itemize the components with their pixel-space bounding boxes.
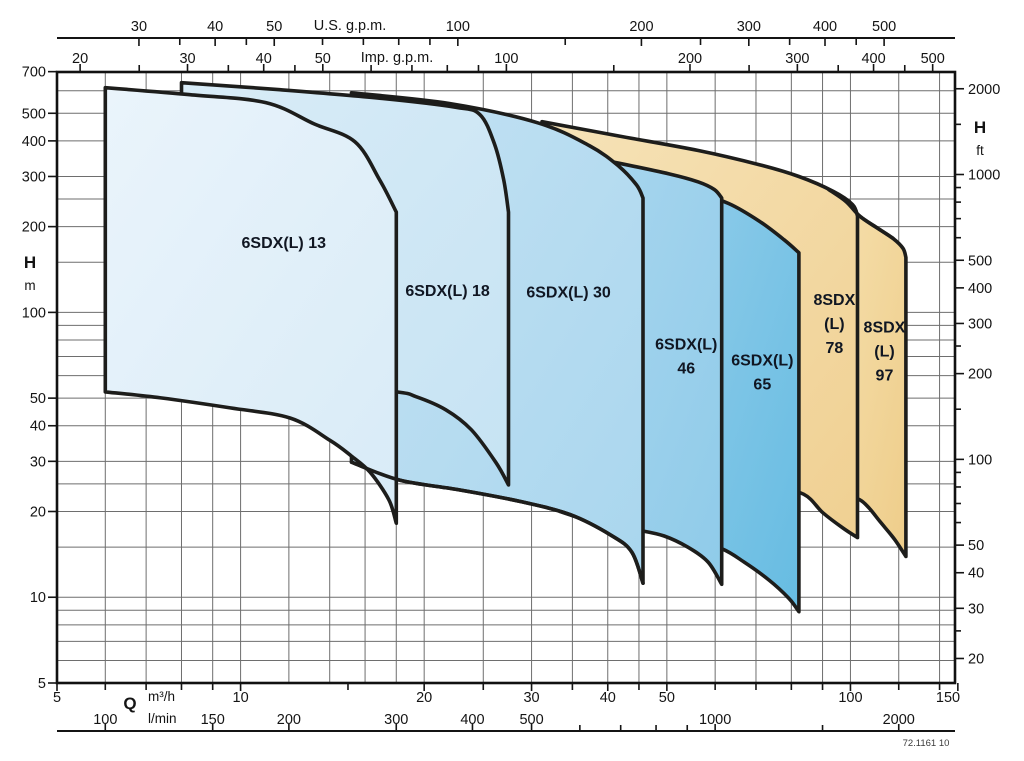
lmin-tick-label: 100 <box>93 712 117 728</box>
imp-gpm-axis-title: Imp. g.p.m. <box>361 50 434 66</box>
overlay-curve <box>826 187 895 241</box>
pump-label-8sdx-l-97: 8SDX <box>864 319 906 336</box>
h-m-tick-label: 40 <box>30 419 46 435</box>
envelope-6sdx-l-13 <box>103 85 399 525</box>
h-ft-tick-label: 2000 <box>968 82 1000 98</box>
h-ft-tick-label: 1000 <box>968 168 1000 184</box>
h-ft-tick-label: 30 <box>968 601 984 617</box>
us-gpm-tick-label: 300 <box>737 19 761 35</box>
us-gpm-tick-label: 50 <box>266 19 282 35</box>
h-ft-tick-label: 200 <box>968 367 992 383</box>
pump-label-8sdx-l-78: 8SDX <box>813 292 855 309</box>
lmin-tick-label: 300 <box>384 712 408 728</box>
h-m-tick-label: 300 <box>22 169 46 185</box>
flow-axis-letter: Q <box>123 694 136 713</box>
h-m-tick-label: 200 <box>22 220 46 236</box>
us-gpm-tick-label: 100 <box>446 19 470 35</box>
pump-label-8sdx-l-78: (L) <box>824 316 844 333</box>
flow-axis-unit-m3h: m³/h <box>148 689 175 704</box>
pump-label-6sdx-l-46: 6SDX(L) <box>655 337 717 354</box>
m3h-tick-label: 5 <box>53 690 61 706</box>
imp-gpm-tick-label: 200 <box>678 51 702 67</box>
imp-gpm-tick-label: 50 <box>315 51 331 67</box>
imp-gpm-tick-label: 500 <box>921 51 945 67</box>
h-ft-tick-label: 20 <box>968 651 984 667</box>
imp-gpm-tick-label: 100 <box>494 51 518 67</box>
pump-label-8sdx-l-78: 78 <box>825 340 843 357</box>
lmin-tick-label: 150 <box>201 712 225 728</box>
pump-label-6sdx-l-13: 6SDX(L) 13 <box>242 235 327 252</box>
h-m-tick-label: 5 <box>38 676 46 692</box>
h-ft-tick-label: 40 <box>968 566 984 582</box>
lmin-tick-label: 400 <box>460 712 484 728</box>
right-axis-unit: ft <box>976 143 984 158</box>
h-m-tick-label: 100 <box>22 305 46 321</box>
us-gpm-tick-label: 200 <box>629 19 653 35</box>
m3h-tick-label: 50 <box>659 690 675 706</box>
m3h-tick-label: 10 <box>233 690 249 706</box>
document-code: 72.1161 10 <box>903 738 950 749</box>
imp-gpm-tick-label: 300 <box>785 51 809 67</box>
m3h-tick-label: 100 <box>838 690 862 706</box>
h-ft-tick-label: 500 <box>968 253 992 269</box>
lmin-tick-label: 1000 <box>699 712 731 728</box>
h-ft-tick-label: 100 <box>968 452 992 468</box>
pump-label-6sdx-l-18: 6SDX(L) 18 <box>405 283 490 300</box>
h-ft-tick-label: 400 <box>968 281 992 297</box>
h-m-tick-label: 500 <box>22 106 46 122</box>
flow-axis-unit-lmin: l/min <box>148 711 177 726</box>
pump-label-6sdx-l-46: 46 <box>677 361 695 378</box>
m3h-tick-label: 20 <box>416 690 432 706</box>
right-axis-letter: H <box>974 118 986 137</box>
pump-label-8sdx-l-97: 97 <box>876 367 894 384</box>
lmin-tick-label: 500 <box>519 712 543 728</box>
imp-gpm-tick-label: 30 <box>179 51 195 67</box>
imp-gpm-tick-label: 40 <box>256 51 272 67</box>
h-ft-tick-label: 300 <box>968 316 992 332</box>
overlay-curve <box>349 460 645 585</box>
h-m-tick-label: 700 <box>22 65 46 81</box>
left-axis-unit: m <box>24 278 35 293</box>
imp-gpm-tick-label: 400 <box>861 51 885 67</box>
us-gpm-tick-label: 30 <box>131 19 147 35</box>
pump-labels: 8SDX (L) 97 8SDX (L) 78 6SDX(L) 65 6SDX(L) 46 6SDX… <box>242 235 906 393</box>
us-gpm-tick-label: 400 <box>813 19 837 35</box>
us-gpm-axis-title: U.S. g.p.m. <box>314 18 387 34</box>
pump-label-6sdx-l-65: 65 <box>753 377 771 394</box>
h-m-tick-label: 10 <box>30 590 46 606</box>
imp-gpm-tick-label: 20 <box>72 51 88 67</box>
pump-label-6sdx-l-30: 6SDX(L) 30 <box>526 284 611 301</box>
lmin-tick-label: 200 <box>277 712 301 728</box>
h-ft-tick-label: 50 <box>968 538 984 554</box>
h-m-tick-label: 400 <box>22 134 46 150</box>
pump-envelopes <box>103 80 908 614</box>
m3h-tick-label: 150 <box>936 690 960 706</box>
pump-label-6sdx-l-65: 6SDX(L) <box>731 353 793 370</box>
m3h-tick-label: 30 <box>523 690 539 706</box>
h-m-tick-label: 50 <box>30 391 46 407</box>
pump-label-8sdx-l-97: (L) <box>874 343 894 360</box>
us-gpm-tick-label: 500 <box>872 19 896 35</box>
h-m-tick-label: 20 <box>30 504 46 520</box>
m3h-tick-label: 40 <box>600 690 616 706</box>
h-m-tick-label: 30 <box>30 454 46 470</box>
us-gpm-tick-label: 40 <box>207 19 223 35</box>
lmin-tick-label: 2000 <box>883 712 915 728</box>
left-axis-letter: H <box>24 253 36 272</box>
